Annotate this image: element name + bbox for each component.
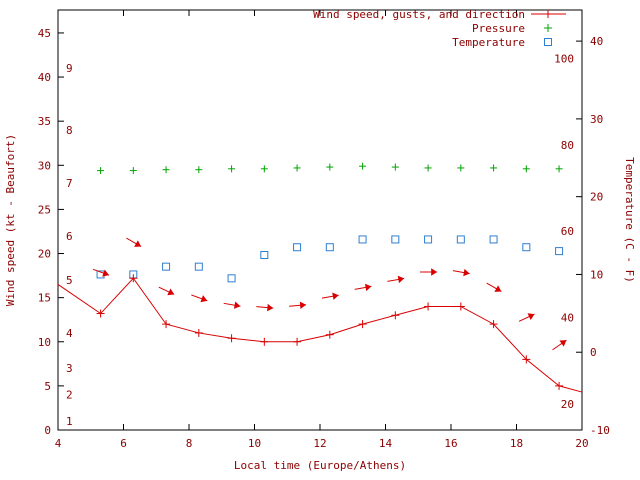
wind-gust-arrows: [92, 237, 567, 351]
legend-label-wind: Wind speed, gusts, and direction: [313, 8, 525, 21]
svg-text:15: 15: [38, 292, 51, 305]
temperature-series: [96, 235, 564, 283]
beaufort-scale-labels: 1 2 3 4 5 6 7 8 9: [66, 62, 73, 428]
x-tick-labels: 4 6 8 10 12 14 16 18 20: [55, 437, 589, 450]
legend-key-samples: [531, 10, 566, 46]
left-axis-title: Wind speed (kt - Beaufort): [4, 134, 17, 306]
svg-text:4: 4: [66, 327, 73, 340]
svg-text:18: 18: [510, 437, 523, 450]
svg-text:0: 0: [44, 424, 51, 437]
svg-text:30: 30: [590, 113, 603, 126]
svg-text:0: 0: [590, 346, 597, 359]
svg-text:6: 6: [66, 230, 73, 243]
svg-text:8: 8: [186, 437, 193, 450]
legend-label-temperature: Temperature: [452, 36, 525, 49]
svg-text:45: 45: [38, 27, 51, 40]
svg-text:10: 10: [248, 437, 261, 450]
svg-text:20: 20: [38, 248, 51, 261]
right-tick-labels: -10 0 10 20 30 40: [590, 35, 610, 437]
svg-text:-10: -10: [590, 424, 610, 437]
svg-text:20: 20: [590, 191, 603, 204]
svg-text:12: 12: [313, 437, 326, 450]
legend-label-pressure: Pressure: [472, 22, 525, 35]
svg-text:20: 20: [575, 437, 588, 450]
svg-text:5: 5: [66, 274, 73, 287]
svg-text:25: 25: [38, 203, 51, 216]
svg-text:10: 10: [590, 268, 603, 281]
svg-text:3: 3: [66, 362, 73, 375]
svg-text:30: 30: [38, 159, 51, 172]
svg-text:16: 16: [444, 437, 457, 450]
svg-text:20: 20: [561, 398, 574, 411]
svg-text:100: 100: [554, 52, 574, 65]
svg-text:4: 4: [55, 437, 62, 450]
svg-text:35: 35: [38, 115, 51, 128]
x-axis-title: Local time (Europe/Athens): [234, 459, 406, 472]
svg-text:80: 80: [561, 139, 574, 152]
svg-text:10: 10: [38, 336, 51, 349]
svg-text:2: 2: [66, 389, 73, 402]
wind-speed-series: [57, 274, 583, 393]
svg-text:1: 1: [66, 415, 73, 428]
svg-text:6: 6: [120, 437, 127, 450]
fahrenheit-scale-labels: 20 40 60 80 100: [554, 52, 574, 411]
axis-ticks: [57, 10, 583, 431]
legend: Wind speed, gusts, and direction Pressur…: [313, 8, 566, 49]
svg-text:7: 7: [66, 177, 73, 190]
svg-text:8: 8: [66, 124, 73, 137]
svg-text:60: 60: [561, 225, 574, 238]
svg-text:40: 40: [590, 35, 603, 48]
svg-text:5: 5: [44, 380, 51, 393]
plot-border: [57, 9, 583, 431]
plot-area: 4 6 8 10 12 14 16 18 20051015202530354045-100102…: [38, 9, 610, 450]
svg-text:9: 9: [66, 62, 73, 75]
left-tick-labels: 0 5 10 15 20 25 30 35 40 45: [38, 27, 51, 437]
svg-text:40: 40: [561, 312, 574, 325]
svg-text:14: 14: [379, 437, 393, 450]
pressure-series: [97, 162, 563, 175]
svg-text:40: 40: [38, 71, 51, 84]
right-axis-title: Temperature (C - F): [623, 157, 636, 283]
